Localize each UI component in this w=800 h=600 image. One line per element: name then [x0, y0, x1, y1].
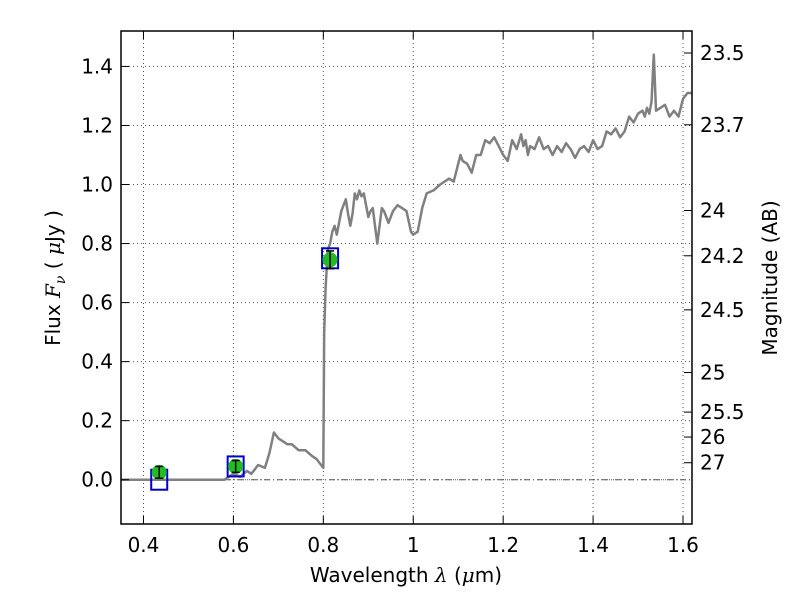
x-tick-label: 1.2: [487, 533, 519, 557]
y-tick-label: 0.6: [81, 291, 113, 315]
magnitude-tick-label: 27: [700, 451, 725, 475]
spectrum-series: [121, 53, 692, 481]
magnitude-tick-label: 24: [700, 198, 725, 222]
x-axis-title: Wavelength λ (μm): [310, 563, 502, 587]
x-tick-label: 0.4: [128, 533, 160, 557]
magnitude-tick-label: 25.5: [700, 400, 745, 424]
y-tick-label: 1.2: [81, 113, 113, 137]
magnitude-tick-label: 24.2: [700, 244, 745, 268]
y-axis-title: Flux Fν ( μJy ): [41, 210, 69, 346]
y-tick-label: 1.4: [81, 54, 113, 78]
axes-frame: [120, 30, 693, 525]
x-tick-label: 0.6: [217, 533, 249, 557]
y-tick-label: 0.0: [81, 468, 113, 492]
magnitude-tick-label: 24.5: [700, 298, 745, 322]
x-tick-label: 1.6: [667, 533, 699, 557]
photometry-points: [150, 247, 340, 491]
y-tick-label: 0.8: [81, 232, 113, 256]
plot-frame: [120, 30, 693, 525]
x-tick-label: 1.4: [577, 533, 609, 557]
model-box-marker: [226, 455, 245, 478]
x-tick-label: 1: [407, 533, 420, 557]
grid-lines: [121, 31, 692, 524]
y-tick-label: 0.2: [81, 409, 113, 433]
tick-labels: 0.4 0.6 0.8 1 1.2 1.4 1.6 0.0 0.2 0.4 0.6 0.8 1.0 1.2…: [81, 41, 744, 557]
magnitude-tick-label: 25: [700, 361, 725, 385]
y-tick-label: 1.0: [81, 173, 113, 197]
magnitude-tick-label: 26: [700, 425, 725, 449]
y2-axis-title: Magnitude (AB): [758, 200, 782, 355]
magnitude-tick-label: 23.5: [700, 41, 745, 65]
spectrum-line: [121, 53, 692, 481]
y-tick-label: 0.4: [81, 350, 113, 374]
x-tick-label: 0.8: [307, 533, 339, 557]
magnitude-tick-label: 23.7: [700, 113, 745, 137]
